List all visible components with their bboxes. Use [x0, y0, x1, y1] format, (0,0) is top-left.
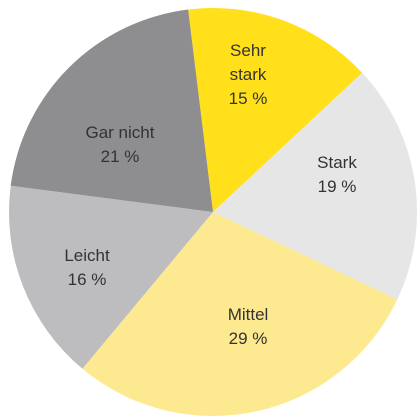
slice-label: Leicht 16 %: [47, 244, 127, 292]
category-label: Mittel: [227, 305, 269, 324]
category-label: Gar nicht: [85, 123, 155, 142]
pie-slice: [9, 185, 214, 369]
pie-slice: [10, 9, 214, 213]
slice-label: Stark 19 %: [297, 151, 377, 199]
value-label: 16 %: [67, 270, 107, 289]
value-label: 29 %: [228, 329, 268, 348]
pie-slice: [82, 212, 398, 416]
slice-label: Gar nicht 21 %: [65, 121, 175, 169]
slice-label: Sehr stark 15 %: [220, 39, 276, 111]
value-label: 15 %: [228, 89, 268, 108]
category-label: Leicht: [64, 246, 110, 265]
slice-label: Mittel 29 %: [208, 303, 288, 351]
category-label: Sehr stark: [229, 41, 267, 84]
value-label: 21 %: [100, 147, 140, 166]
category-label: Stark: [317, 153, 357, 172]
pie-slice: [188, 8, 363, 213]
value-label: 19 %: [317, 177, 357, 196]
pie-slice: [213, 72, 418, 300]
